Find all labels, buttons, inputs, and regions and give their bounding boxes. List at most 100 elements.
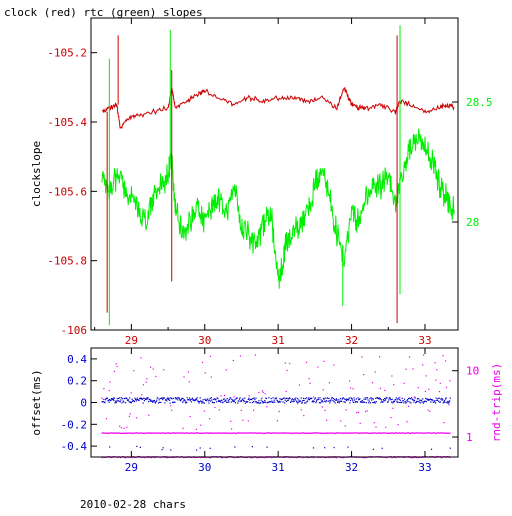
rtt-point: [443, 432, 445, 434]
offset-point: [206, 400, 208, 402]
rtt-point: [386, 457, 388, 459]
rtt-point: [210, 457, 212, 459]
offset-outlier-point: [136, 445, 138, 447]
offset-point: [399, 399, 401, 401]
offset-point: [119, 401, 121, 403]
offset-point: [329, 400, 332, 402]
offset-point: [358, 398, 360, 401]
offset-point: [156, 399, 158, 401]
offset-point: [214, 398, 216, 400]
offset-point: [217, 397, 219, 399]
offset-point: [332, 400, 334, 402]
offset-point: [138, 399, 140, 401]
rtt-point: [361, 432, 363, 434]
rtt-point: [265, 432, 267, 434]
offset-point: [176, 398, 178, 400]
rtt-outlier-point: [210, 376, 212, 378]
offset-point: [109, 399, 111, 402]
offset-point: [332, 398, 335, 400]
rtt-point: [445, 432, 447, 434]
rtt-point: [118, 432, 120, 434]
rtt-point: [438, 432, 441, 434]
rtt-point: [190, 432, 192, 434]
rtt-point: [266, 432, 268, 434]
rtt-point: [328, 457, 330, 459]
offset-point: [399, 402, 401, 404]
rtt-point: [306, 432, 308, 434]
rtt-outlier-point: [242, 419, 244, 421]
rtt-point: [363, 457, 365, 459]
rtt-outlier-point: [324, 409, 326, 412]
rtt-point: [256, 432, 258, 434]
rtt-point: [440, 457, 442, 459]
offset-outlier-point: [161, 449, 163, 451]
rtt-point: [312, 432, 314, 434]
offset-outlier-point: [109, 446, 111, 448]
rtt-point: [134, 457, 136, 459]
offset-point: [315, 400, 317, 402]
offset-point: [186, 401, 188, 404]
offset-point: [194, 399, 197, 401]
rtt-point: [390, 432, 392, 434]
rtt-point: [449, 432, 451, 434]
offset-point: [152, 401, 154, 403]
rtt-point: [232, 457, 234, 459]
offset-point: [106, 397, 108, 400]
offset-point: [352, 400, 354, 402]
rtt-point: [396, 432, 398, 434]
offset-point: [357, 397, 359, 399]
offset-point: [325, 400, 327, 402]
offset-point: [378, 398, 380, 400]
offset-point: [177, 399, 179, 401]
rtt-point: [284, 432, 286, 434]
rtt-outlier-point: [289, 362, 291, 365]
bottom-y2-tick-label: 1: [466, 431, 473, 444]
offset-point: [436, 399, 438, 401]
rtt-point: [398, 432, 400, 434]
rtt-point: [207, 432, 209, 434]
offset-point: [265, 397, 268, 400]
offset-point: [118, 397, 120, 399]
rtt-point: [341, 432, 343, 434]
rtt-outlier-point: [262, 391, 264, 393]
rtt-outlier-point: [109, 381, 111, 383]
rtt-point: [275, 432, 277, 434]
offset-point: [279, 398, 281, 400]
rtt-point: [129, 432, 131, 434]
rtt-outlier-point: [108, 390, 110, 392]
offset-point: [329, 402, 331, 404]
rtt-point: [166, 432, 168, 434]
rtt-point: [336, 432, 338, 434]
rtt-point: [279, 432, 281, 434]
rtt-point: [153, 432, 155, 434]
offset-point: [315, 402, 317, 404]
rtt-point: [177, 432, 179, 434]
offset-point: [401, 401, 403, 404]
rtt-point: [249, 432, 251, 434]
offset-point: [419, 402, 421, 404]
rtt-point: [353, 432, 355, 434]
offset-point: [437, 398, 439, 400]
offset-point: [248, 399, 251, 401]
rtt-outlier-point: [214, 406, 216, 409]
offset-point: [345, 399, 347, 402]
rtt-point: [165, 432, 167, 434]
rtt-point: [238, 432, 241, 434]
rtt-point: [140, 432, 142, 434]
rtt-point: [229, 432, 231, 434]
offset-point: [195, 398, 197, 400]
rtt-point: [302, 432, 304, 434]
rtt-outlier-point: [187, 371, 189, 373]
rtt-point: [209, 432, 211, 434]
rtt-outlier-point: [357, 411, 359, 414]
rtt-point: [343, 432, 345, 434]
rtt-outlier-point: [225, 369, 227, 371]
offset-point: [344, 401, 346, 403]
rtt-point: [401, 432, 403, 434]
rtt-outlier-point: [298, 384, 300, 386]
offset-point: [111, 398, 113, 401]
bottom-x-tick-label: 30: [198, 461, 211, 474]
rtt-point: [442, 432, 444, 434]
offset-point: [317, 399, 319, 401]
top-x-tick-label: 33: [418, 334, 431, 347]
